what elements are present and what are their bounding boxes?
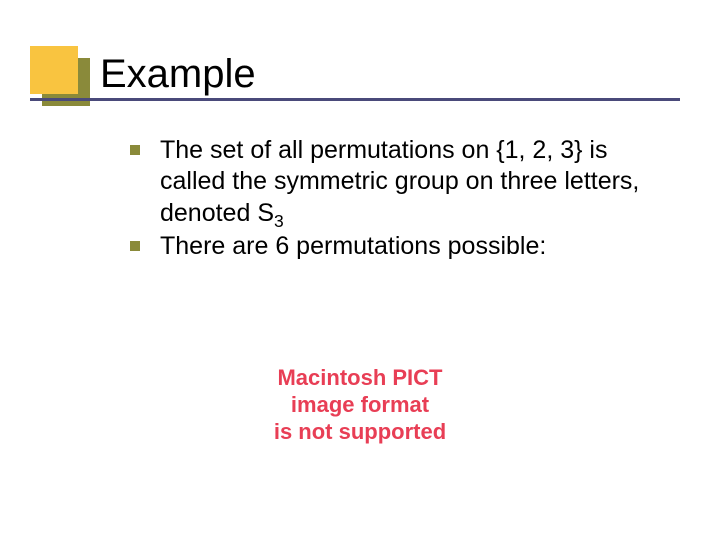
pict-line: Macintosh PICT — [0, 365, 720, 392]
pict-not-supported: Macintosh PICT image format is not suppo… — [0, 365, 720, 445]
pict-line: image format — [0, 392, 720, 419]
list-item-text: There are 6 permutations possible: — [160, 232, 546, 260]
slide-title: Example — [100, 52, 256, 96]
list-item: There are 6 permutations possible: — [130, 231, 675, 262]
list-item-text: The set of all permutations on {1, 2, 3}… — [160, 136, 639, 227]
title-accent-box — [30, 46, 78, 94]
slide: Example The set of all permutations on {… — [0, 0, 720, 540]
bullet-icon — [130, 241, 140, 251]
body-text: The set of all permutations on {1, 2, 3}… — [130, 135, 675, 264]
list-item: The set of all permutations on {1, 2, 3}… — [130, 135, 675, 229]
title-underline — [30, 98, 680, 101]
pict-line: is not supported — [0, 419, 720, 446]
bullet-icon — [130, 145, 140, 155]
